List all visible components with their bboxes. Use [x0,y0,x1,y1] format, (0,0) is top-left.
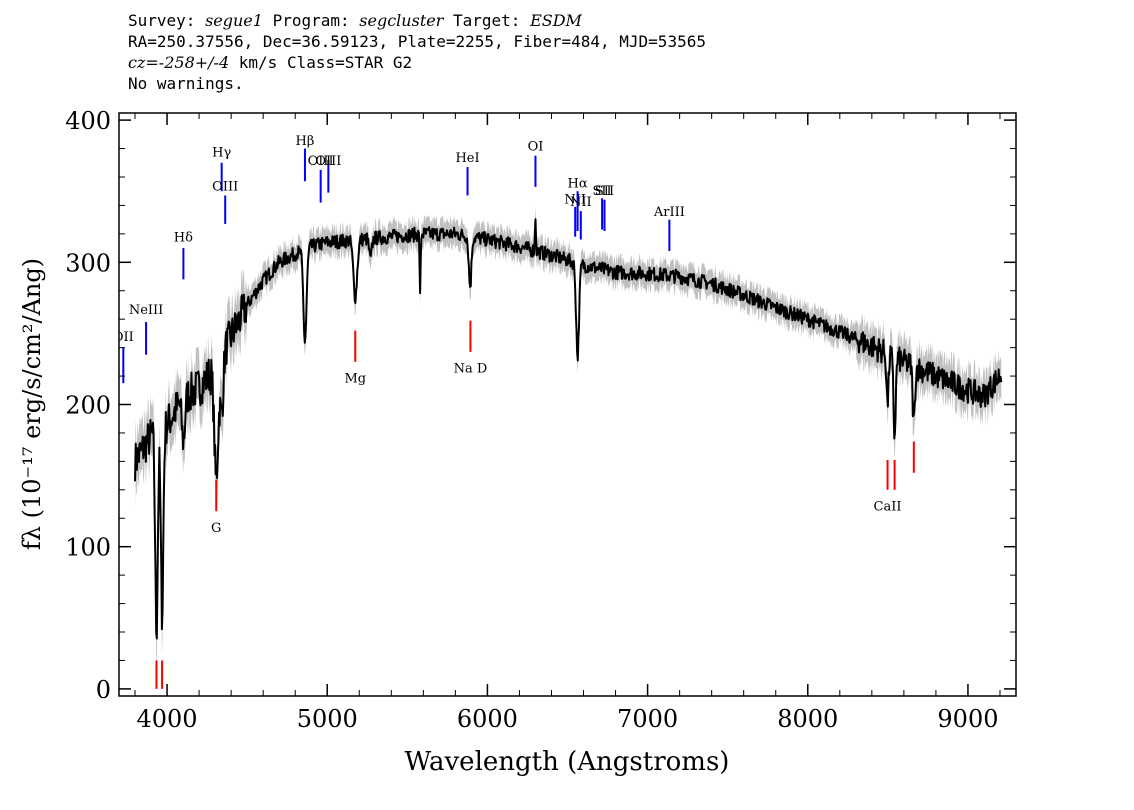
class-text: Class=STAR G2 [286,53,413,72]
cz-label: cz= [128,53,159,72]
line-label: Hδ [174,231,193,246]
cz-unit: km/s [238,53,278,72]
target-label: Target: [453,11,521,30]
y-tick-label: 300 [65,249,111,277]
survey-value: segue1 [205,11,263,30]
line-label: Hα [568,177,588,192]
line-label: G [211,521,221,536]
x-tick-label: 8000 [777,705,838,733]
y-tick-label: 0 [96,676,111,704]
line-label: SII [593,184,612,199]
line-label: OIII [315,154,341,169]
program-label: Program: [272,11,350,30]
x-tick-label: 9000 [937,705,998,733]
line-label: HeI [455,151,479,166]
survey-line: Survey: segue1 Program: segcluster Targe… [128,10,706,31]
cz-value: -258+/-4 [158,53,230,72]
line-label: SII [595,184,614,199]
spectrum-header: Survey: segue1 Program: segcluster Targe… [128,10,706,94]
x-axis-label: Wavelength (Angstroms) [405,747,730,777]
line-label: Hγ [212,145,231,160]
y-axis-label: fλ (10⁻¹⁷ erg/s/cm²/Ang) [18,258,46,550]
line-label: Mg [344,371,366,386]
flux-layer [134,218,1003,640]
axis-ticks: 4000 5000 6000 7000 8000 9000 0 100 200 300 400 [65,107,1016,733]
line-label: ArIII [653,205,685,220]
line-label: NII [570,195,592,210]
y-tick-label: 400 [65,107,111,135]
line-label: OI [528,140,544,155]
x-tick-label: 6000 [457,705,518,733]
line-label: Hβ [296,134,315,149]
x-tick-label: 5000 [297,705,358,733]
line-label: OIII [212,180,238,195]
error-band-layer [135,206,1002,665]
line-label: NII [564,192,586,207]
program-value: segcluster [359,11,444,30]
coords-line: RA=250.37556, Dec=36.59123, Plate=2255, … [128,32,706,51]
warnings-line: No warnings. [128,74,244,93]
x-tick-label: 4000 [137,705,198,733]
y-tick-label: 100 [65,534,111,562]
line-label: NeIII [129,303,163,318]
y-tick-label: 200 [65,392,111,420]
x-tick-label: 7000 [617,705,678,733]
flux-line [134,218,1003,640]
survey-label: Survey: [128,11,196,30]
line-label: Na D [454,362,488,377]
line-label: CaII [874,499,902,514]
line-label: OIII [308,154,334,169]
redshift-line: cz=-258+/-4 km/s Class=STAR G2 [128,52,706,73]
target-value: ESDM [530,11,582,30]
error-band [135,206,1002,665]
line-label: OII [113,330,134,345]
